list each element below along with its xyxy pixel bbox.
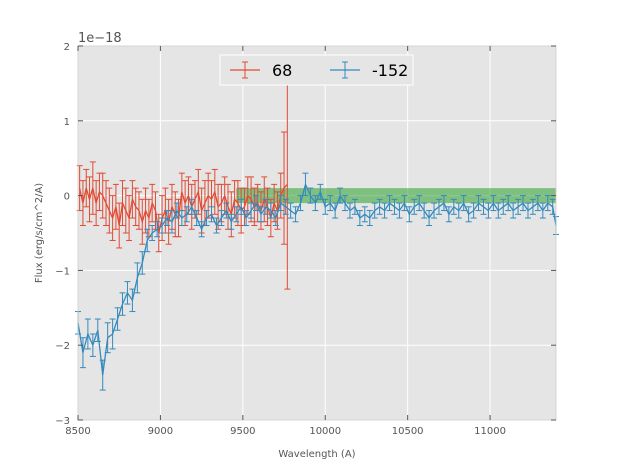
y-tick-label: −2 bbox=[55, 341, 70, 352]
legend: 68 -152 bbox=[219, 54, 414, 86]
y-axis-label: Flux (erg/s/cm^2/A) bbox=[34, 183, 45, 283]
shaded-band bbox=[236, 188, 556, 204]
x-tick-label: 9000 bbox=[148, 426, 173, 437]
plot-frame bbox=[77, 45, 557, 421]
ticks: 8500 9000 9500 10000 10500 11000 −3 −2 −1 0 1 2 bbox=[55, 42, 557, 437]
series-line bbox=[77, 182, 557, 376]
x-tick-label: 8500 bbox=[65, 426, 90, 437]
plot-area bbox=[78, 46, 556, 420]
y-tick-label: 1 bbox=[64, 117, 70, 128]
x-axis-label: Wavelength (A) bbox=[278, 449, 355, 460]
legend-entry: 68 bbox=[230, 61, 292, 80]
x-tick-label: 10000 bbox=[309, 426, 341, 437]
y-tick-label: −1 bbox=[55, 266, 70, 277]
legend-entry: -152 bbox=[330, 61, 408, 80]
y-tick-label: 2 bbox=[64, 42, 70, 53]
x-tick-label: 10500 bbox=[392, 426, 424, 437]
y-tick-label: 0 bbox=[64, 192, 70, 203]
legend-label: -152 bbox=[372, 61, 408, 80]
legend-label: 68 bbox=[272, 61, 292, 80]
y-tick-label: −3 bbox=[55, 416, 70, 427]
shaded-band-rect bbox=[236, 188, 556, 204]
x-tick-label: 9500 bbox=[230, 426, 255, 437]
series-layer bbox=[75, 79, 559, 391]
series-blue bbox=[75, 172, 559, 391]
y-offset-label: 1e−18 bbox=[78, 31, 122, 46]
x-tick-label: 11000 bbox=[474, 426, 506, 437]
